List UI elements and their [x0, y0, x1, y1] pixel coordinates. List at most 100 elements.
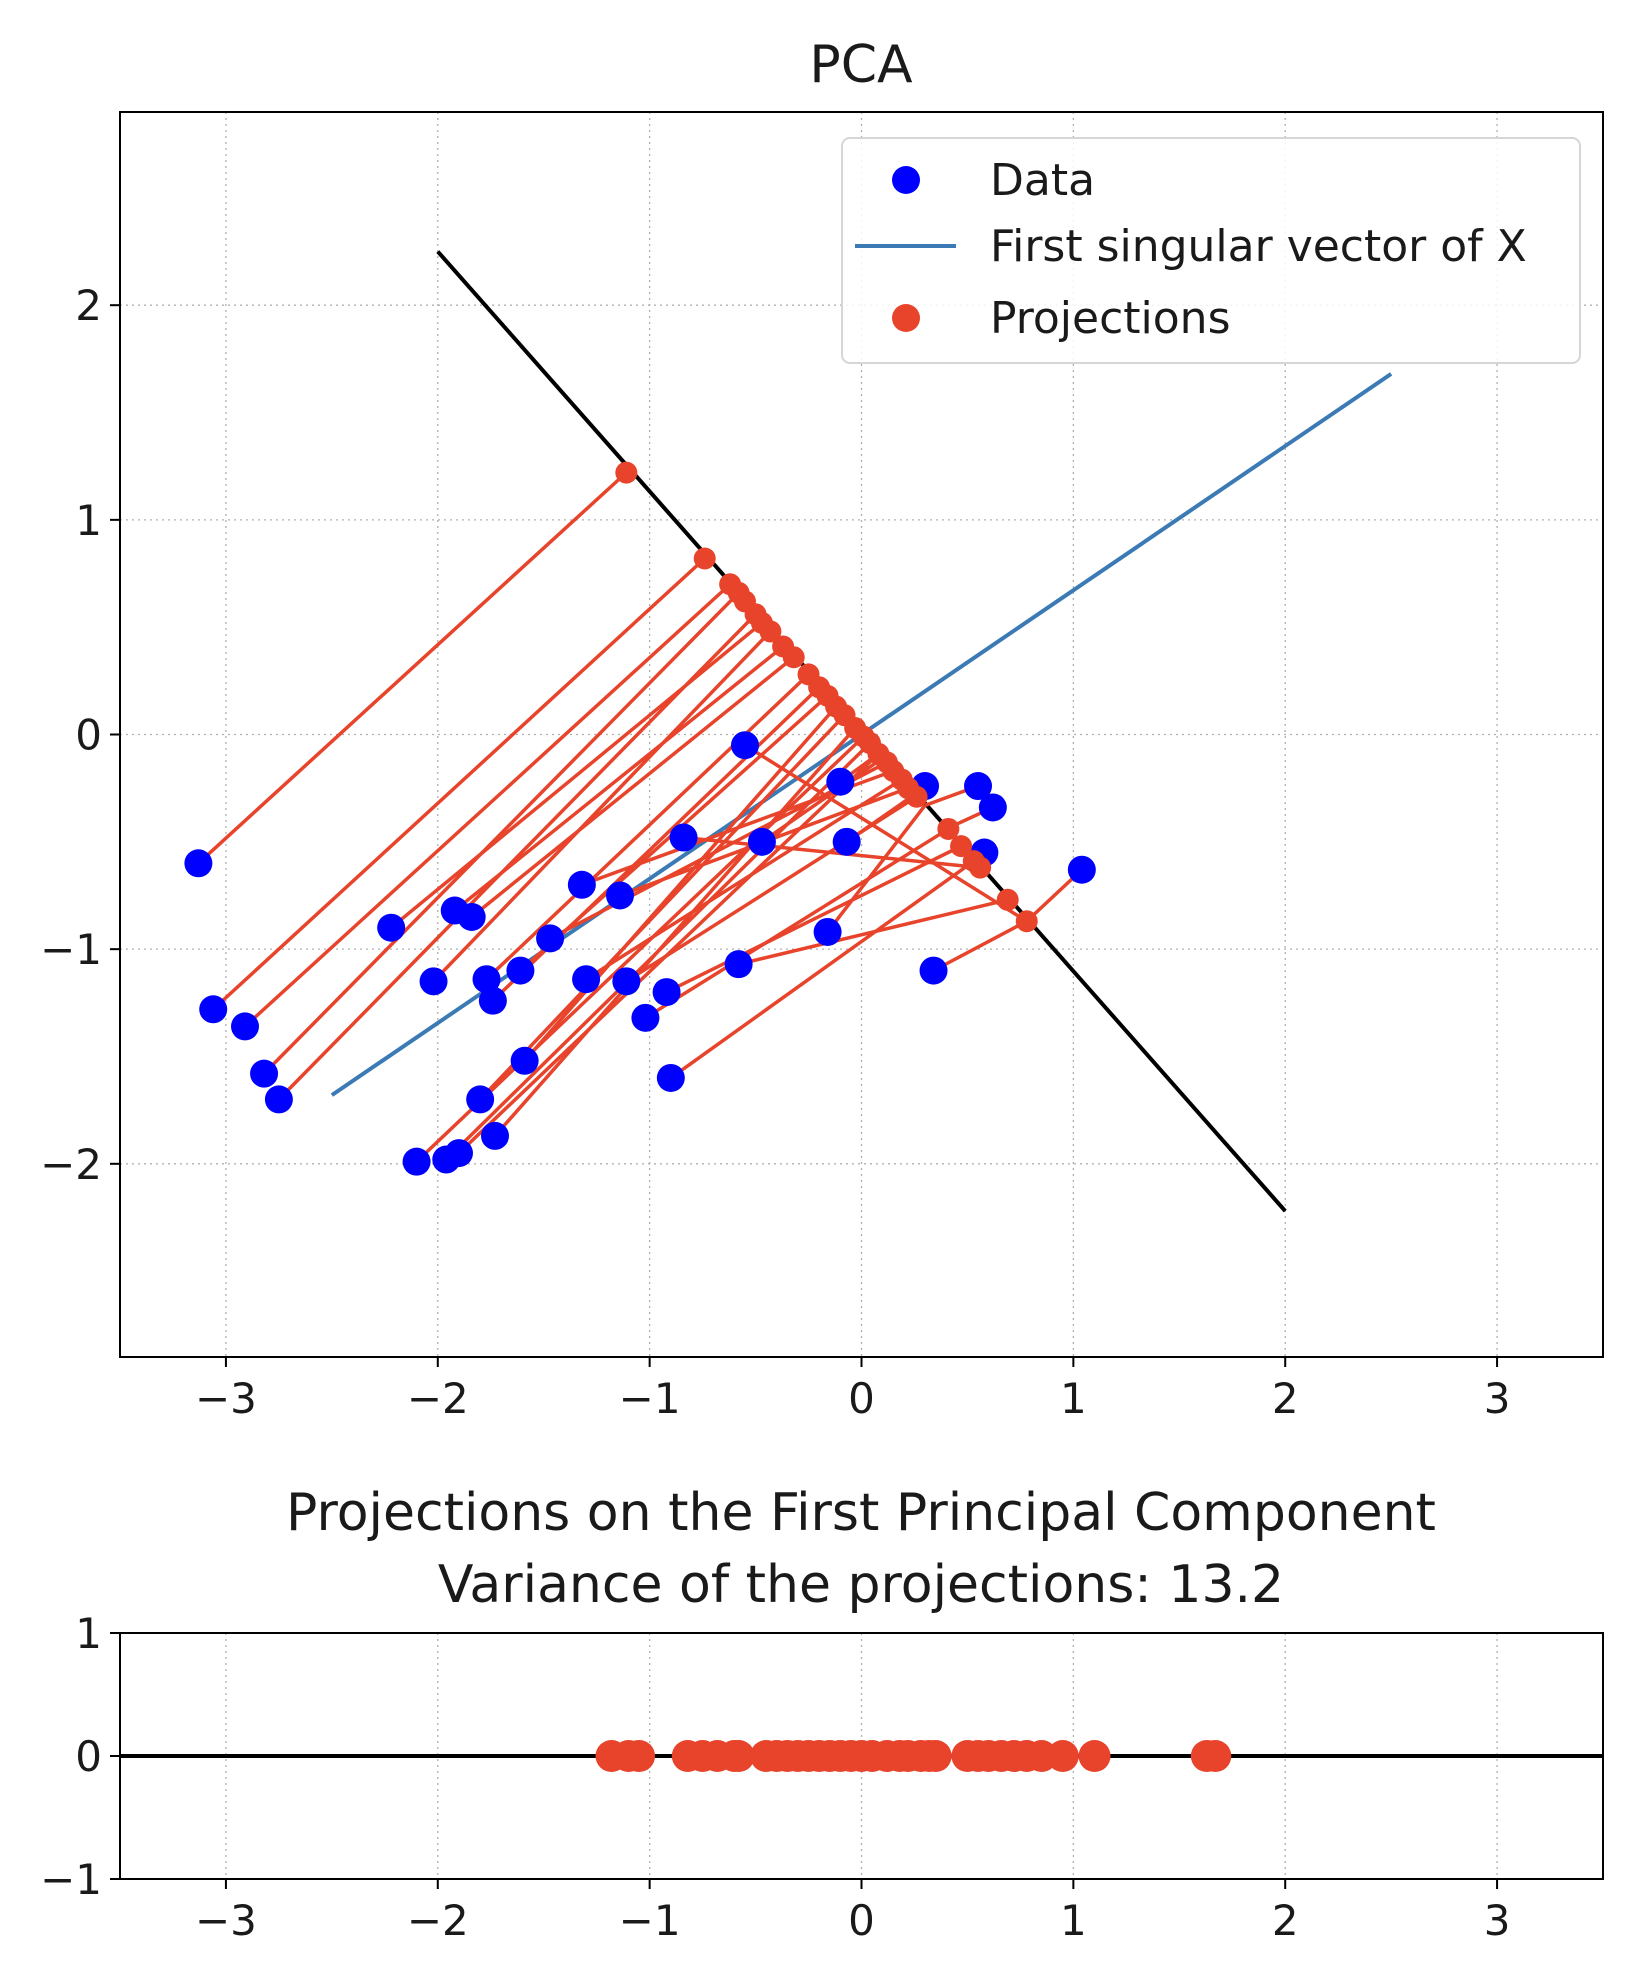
y-tick-label: 1 [75, 1609, 102, 1658]
projection-point [759, 620, 782, 643]
y-tick-label: −2 [40, 1140, 102, 1189]
y-tick-label: 0 [75, 1732, 102, 1781]
projection-links [197, 471, 1084, 1163]
projection-point [1199, 1740, 1232, 1772]
data-point [1067, 855, 1096, 884]
x-tick-label: 1 [1060, 1374, 1087, 1423]
projection-point [782, 646, 805, 669]
data-point [506, 956, 535, 985]
data-point [457, 902, 486, 931]
projection-link [669, 859, 975, 1080]
data-point [264, 1085, 293, 1114]
projection-point [1015, 910, 1038, 933]
data-point [402, 1147, 431, 1176]
data-point [480, 1121, 509, 1150]
projection-link [738, 898, 1009, 966]
x-tick-label: 1 [1060, 1896, 1087, 1945]
data-point [826, 767, 855, 796]
x-tick-label: −3 [195, 1374, 257, 1423]
y-tick-label: −1 [40, 1855, 102, 1904]
projection-link [262, 591, 740, 1075]
projection-link [470, 655, 795, 919]
data-point [747, 827, 776, 856]
projection-link [523, 705, 838, 1062]
legend-label-projections: Projections [990, 293, 1231, 344]
legend-label-vector: First singular vector of X [990, 221, 1527, 272]
projection-link [243, 582, 732, 1028]
data-points [184, 731, 1096, 1176]
tick-marks: −3 −2 −1 0 1 2 3 −2 −1 0 1 2 [40, 281, 1510, 1423]
legend-label-data: Data [990, 155, 1095, 206]
projection-link [744, 743, 1028, 923]
projection-link [585, 778, 903, 981]
projection-point [996, 888, 1019, 911]
projection-point [1078, 1740, 1111, 1772]
data-point [572, 965, 601, 994]
data-point [199, 995, 228, 1024]
projection-link [445, 741, 872, 1161]
x-tick-label: 3 [1484, 1896, 1511, 1945]
x-tick-label: 0 [848, 1374, 875, 1423]
legend: Data First singular vector of X Projecti… [841, 137, 1581, 364]
data-point [978, 793, 1007, 822]
projection-chart-title: Projections on the First Principal Compo… [286, 1483, 1436, 1543]
projection-link [432, 630, 772, 983]
x-tick-label: 2 [1272, 1896, 1299, 1945]
data-point [377, 913, 406, 942]
x-tick-label: −2 [407, 1896, 469, 1945]
legend-marker-projections [892, 304, 920, 332]
data-point [652, 978, 681, 1007]
data-point [567, 870, 596, 899]
grid [120, 112, 1603, 1357]
projection-chart-subtitle: Variance of the projections: 13.2 [438, 1555, 1284, 1615]
projection-chart: Projections on the First Principal Compo… [40, 1483, 1604, 1945]
data-point [184, 849, 213, 878]
x-tick-label: 2 [1272, 1374, 1299, 1423]
projection-point [919, 1740, 952, 1772]
data-point [444, 1139, 473, 1168]
projection-points [595, 1740, 1232, 1772]
legend-box [841, 137, 1581, 364]
data-point [656, 1063, 685, 1092]
tick-marks: −3 −2 −1 0 1 2 3 −1 0 1 [40, 1609, 1510, 1945]
data-point [631, 1003, 660, 1032]
data-point [536, 924, 565, 953]
projection-point [950, 835, 973, 858]
projection-point [905, 785, 928, 808]
data-point [612, 967, 641, 996]
projection-point [623, 1740, 656, 1772]
data-point [813, 917, 842, 946]
projection-point [1046, 1740, 1079, 1772]
data-point [730, 731, 759, 760]
projection-link [478, 713, 846, 1101]
data-point [472, 965, 501, 994]
projection-link [485, 673, 810, 981]
data-point [964, 772, 993, 801]
x-tick-label: −2 [407, 1374, 469, 1423]
projection-link [212, 557, 706, 1011]
projection-points [615, 461, 1038, 933]
projection-point [937, 817, 960, 840]
projection-link [932, 919, 1028, 973]
projection-point [722, 1740, 755, 1772]
data-point [478, 986, 507, 1015]
projection-link [390, 621, 764, 930]
x-tick-label: −3 [195, 1896, 257, 1945]
data-point [919, 956, 948, 985]
projection-link [453, 645, 785, 912]
x-tick-label: 3 [1484, 1374, 1511, 1423]
data-point [605, 881, 634, 910]
x-tick-label: 0 [848, 1896, 875, 1945]
projection-link [826, 804, 927, 934]
data-point [466, 1085, 495, 1114]
projection-link [197, 471, 628, 865]
y-tick-label: −1 [40, 925, 102, 974]
y-tick-label: 2 [75, 281, 102, 330]
data-point [250, 1059, 279, 1088]
y-tick-label: 1 [75, 496, 102, 545]
pca-chart: PCA −3 −2 −1 0 1 2 3 −2 −1 0 1 2 Data First singula… [40, 35, 1604, 1423]
legend-marker-data [892, 166, 920, 194]
y-tick-label: 0 [75, 711, 102, 760]
projection-link [493, 726, 857, 1138]
